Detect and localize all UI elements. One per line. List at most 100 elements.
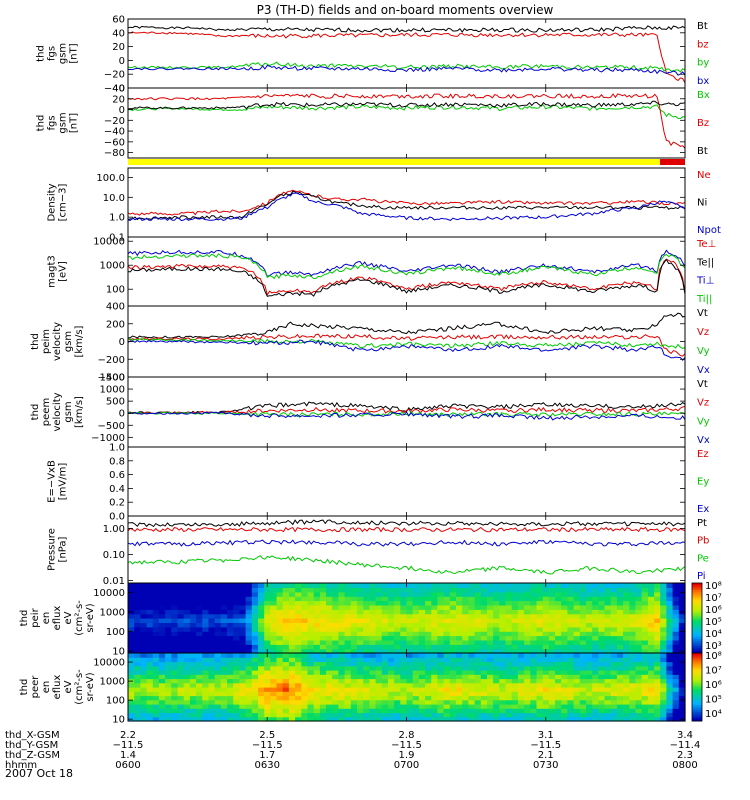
spectrogram-cell	[394, 644, 401, 650]
spectrogram-cell	[604, 583, 612, 588]
spectrogram-cell	[220, 644, 228, 650]
spectrogram-cell	[511, 704, 519, 709]
spectrogram-cell	[499, 587, 507, 593]
spectrogram-cell	[158, 716, 166, 722]
spectrogram-cell	[511, 699, 519, 705]
spectrogram-cell	[295, 613, 302, 619]
spectrogram-cell	[227, 639, 234, 645]
spectrogram-cell	[672, 644, 680, 650]
spectrogram-cell	[158, 712, 166, 718]
spectrogram-cell	[654, 695, 661, 701]
spectrogram-cell	[604, 622, 612, 628]
spectrogram-cell	[319, 708, 327, 714]
spectrogram-cell	[468, 596, 476, 602]
spectrogram-cell	[598, 699, 606, 705]
spectrogram-cell	[375, 712, 383, 718]
spectrogram-cell	[165, 665, 172, 671]
spectrogram-cell	[128, 653, 135, 658]
spectrogram-cell	[418, 712, 426, 718]
spectrogram-cell	[319, 716, 327, 722]
spectrogram-cell	[406, 716, 414, 722]
spectrogram-cell	[227, 678, 234, 684]
spectrogram-cell	[542, 670, 550, 675]
spectrogram-cell	[128, 604, 135, 610]
spectrogram-cell	[394, 591, 401, 597]
colorbar-swatch	[692, 650, 702, 654]
spectrogram-cell	[288, 678, 296, 684]
spectrogram-cell	[375, 687, 383, 692]
spectrogram-cell	[511, 665, 519, 671]
spectrogram-cell	[158, 613, 166, 619]
spectrogram-cell	[158, 631, 166, 637]
spectrogram-cell	[647, 591, 655, 597]
spectrogram-cell	[412, 613, 420, 619]
spectrogram-cell	[412, 626, 420, 632]
spectrogram-cell	[629, 682, 637, 688]
legend-label: Pt	[697, 518, 707, 529]
spectrogram-cell	[573, 699, 581, 705]
spectrogram-cell	[400, 583, 408, 588]
series-line-Npot	[128, 192, 685, 222]
spectrogram-cell	[202, 596, 210, 602]
spectrogram-cell	[251, 704, 259, 709]
spectrogram-cell	[152, 618, 160, 623]
spectrogram-cell	[363, 661, 370, 667]
spectrogram-cell	[301, 635, 309, 641]
spectrogram-cell	[666, 657, 674, 663]
spectrogram-cell	[276, 648, 284, 654]
spectrogram-cell	[542, 674, 550, 680]
spectrogram-cell	[313, 631, 321, 637]
spectrogram-cell	[400, 708, 408, 714]
spectrogram-cell	[387, 691, 395, 697]
spectrogram-cell	[208, 604, 216, 610]
spectrogram-cell	[177, 712, 185, 718]
spectrogram-cell	[171, 708, 179, 714]
spectrogram-cell	[183, 596, 191, 602]
spectrogram-cell	[350, 712, 358, 718]
spectrogram-cell	[616, 648, 624, 654]
spectrogram-cell	[363, 639, 370, 645]
spectrogram-cell	[313, 635, 321, 641]
spectrogram-cell	[158, 596, 166, 602]
y-axis-label: Pressure	[47, 528, 58, 571]
spectrogram-cell	[610, 604, 618, 610]
spectrogram-cell	[251, 609, 259, 615]
spectrogram-cell	[443, 622, 451, 628]
spectrogram-cell	[480, 587, 488, 593]
spectrogram-cell	[499, 678, 507, 684]
spectrogram-cell	[462, 613, 469, 619]
y-tick-label: 100.0	[96, 173, 125, 184]
spectrogram-cell	[548, 604, 556, 610]
spectrogram-cell	[449, 716, 457, 722]
spectrogram-cell	[592, 618, 599, 623]
spectrogram-cell	[678, 635, 686, 641]
spectrogram-cell	[183, 716, 191, 722]
spectrogram-cell	[672, 699, 680, 705]
spectrogram-cell	[449, 635, 457, 641]
spectrogram-cell	[431, 661, 439, 667]
spectrogram-cell	[338, 687, 346, 692]
spectrogram-cell	[647, 639, 655, 645]
spectrogram-cell	[158, 704, 166, 709]
spectrogram-cell	[239, 596, 247, 602]
spectrogram-cell	[672, 587, 680, 593]
spectrogram-cell	[573, 587, 581, 593]
spectrogram-cell	[288, 591, 296, 597]
spectrogram-cell	[462, 604, 469, 610]
spectrogram-cell	[338, 682, 346, 688]
spectrogram-cell	[264, 644, 271, 650]
spectrogram-cell	[499, 657, 507, 663]
spectrogram-cell	[344, 648, 352, 654]
spectrogram-cell	[524, 665, 531, 671]
spectrogram-cell	[456, 591, 463, 597]
colorbar-swatch	[692, 597, 702, 600]
spectrogram-cell	[412, 609, 420, 615]
spectrogram-cell	[542, 596, 550, 602]
spectrogram-cell	[202, 682, 210, 688]
spectrogram-cell	[332, 695, 339, 701]
spectrogram-cell	[350, 635, 358, 641]
spectrogram-cell	[202, 695, 210, 701]
spectrogram-cell	[227, 635, 234, 641]
spectrogram-cell	[524, 583, 531, 588]
